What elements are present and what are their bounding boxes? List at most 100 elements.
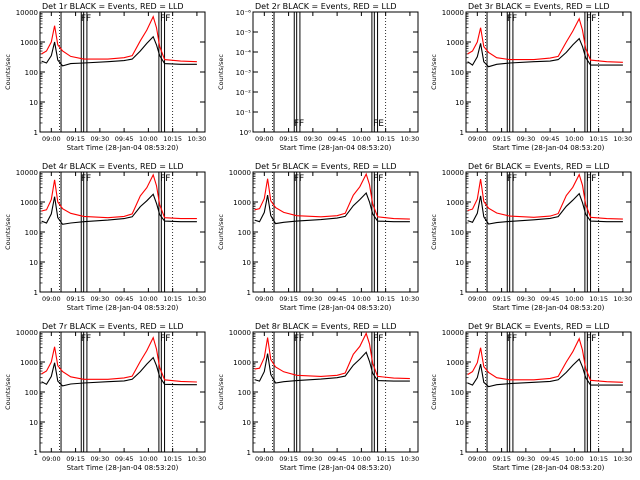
x-tick-label: 09:30 [90, 455, 109, 463]
x-tick-label: 09:30 [90, 295, 109, 303]
panel-title: Det 7r BLACK = Events, RED = LLD [42, 322, 184, 331]
x-tick-label: 09:30 [303, 295, 322, 303]
x-axis-label: Start Time (28-Jan-04 08:53:20) [493, 464, 605, 472]
y-tick-label: 100 [451, 389, 464, 397]
x-tick-label: 09:00 [255, 135, 274, 143]
y-tick-label: 10⁻⁴ [236, 49, 252, 57]
y-tick-label: 1 [247, 289, 251, 297]
lld-series-line [467, 173, 623, 220]
panel-title: Det 6r BLACK = Events, RED = LLD [468, 162, 610, 171]
x-tick-label: 09:00 [42, 135, 61, 143]
panel-title: Det 5r BLACK = Events, RED = LLD [255, 162, 397, 171]
y-tick-label: 1 [247, 449, 251, 457]
y-tick-label: 10⁻¹ [236, 109, 252, 117]
y-tick-label: 100 [238, 229, 251, 237]
y-axis-label: Counts/sec [217, 374, 225, 410]
x-tick-label: 09:15 [279, 135, 298, 143]
y-tick-label: 10 [455, 99, 464, 107]
lld-series-line [41, 336, 197, 383]
x-axis-label: Start Time (28-Jan-04 08:53:20) [67, 304, 179, 312]
panel-3: 1 10 100 1000 10000 09:00 09:15 09:30 09:45 10:00… [430, 2, 632, 152]
x-tick-label: 10:00 [352, 135, 371, 143]
panel-4: 1 10 100 1000 10000 09:00 09:15 09:30 09:45 10:00… [4, 162, 206, 312]
x-tick-label: 09:15 [279, 455, 298, 463]
y-axis-label: Counts/sec [4, 54, 12, 90]
panel-5: 1 10 100 1000 10000 09:00 09:15 09:30 09:45 10:00… [217, 162, 419, 312]
y-tick-label: 100 [25, 229, 38, 237]
events-series-line [254, 351, 410, 384]
x-tick-label: 10:30 [614, 455, 633, 463]
panel-2: 10⁻⁶ 10⁻⁵ 10⁻⁴ 10⁻³ 10⁻² 10⁻¹ 10⁰ 09:00 09:15 09:… [217, 2, 419, 152]
x-tick-label: 10:30 [401, 295, 420, 303]
y-tick-label: 10000 [229, 169, 251, 177]
x-tick-label: 10:30 [614, 135, 633, 143]
panel-9: 1 10 100 1000 10000 09:00 09:15 09:30 09:45 10:00… [430, 322, 632, 472]
y-tick-label: 1 [460, 449, 464, 457]
y-tick-label: 1 [34, 449, 38, 457]
y-tick-label: 10 [29, 99, 38, 107]
y-tick-label: 10 [242, 419, 251, 427]
y-tick-label: 10 [29, 419, 38, 427]
y-tick-label: 100 [238, 389, 251, 397]
x-tick-label: 09:00 [42, 295, 61, 303]
y-tick-label: 10 [242, 259, 251, 267]
panel-7: 1 10 100 1000 10000 09:00 09:15 09:30 09:45 10:00… [4, 322, 206, 472]
flag-label: FF [81, 334, 91, 344]
x-axis-label: Start Time (28-Jan-04 08:53:20) [67, 464, 179, 472]
x-tick-label: 10:15 [589, 295, 608, 303]
flag-label: FF [507, 174, 517, 184]
y-tick-label: 10 [29, 259, 38, 267]
x-tick-label: 09:00 [255, 295, 274, 303]
plot-frame [252, 11, 419, 133]
y-axis-label: Counts/sec [217, 54, 225, 90]
x-axis-label: Start Time (28-Jan-04 08:53:20) [280, 304, 392, 312]
x-tick-label: 09:45 [115, 295, 134, 303]
flag-label: FF [586, 174, 596, 184]
x-tick-label: 10:00 [565, 295, 584, 303]
y-tick-label: 1000 [20, 359, 38, 367]
y-tick-label: 10000 [16, 169, 38, 177]
y-tick-label: 1 [34, 129, 38, 137]
y-tick-label: 10⁻⁵ [236, 29, 252, 37]
x-axis-label: Start Time (28-Jan-04 08:53:20) [280, 464, 392, 472]
x-tick-label: 09:15 [66, 295, 85, 303]
flag-label: FF [586, 334, 596, 344]
x-axis-label: Start Time (28-Jan-04 08:53:20) [280, 144, 392, 152]
x-tick-label: 10:15 [163, 135, 182, 143]
plot-frame [39, 11, 206, 133]
x-tick-label: 09:00 [468, 135, 487, 143]
events-series-line [467, 37, 623, 68]
panel-8: 1 10 100 1000 10000 09:00 09:15 09:30 09:45 10:00… [217, 322, 419, 472]
x-tick-label: 09:00 [42, 455, 61, 463]
panel-title: Det 3r BLACK = Events, RED = LLD [468, 2, 610, 11]
y-tick-label: 100 [25, 389, 38, 397]
y-tick-label: 10000 [16, 329, 38, 337]
y-axis-label: Counts/sec [4, 214, 12, 250]
x-tick-label: 09:45 [541, 295, 560, 303]
x-tick-label: 10:30 [188, 135, 207, 143]
x-tick-label: 09:45 [328, 455, 347, 463]
y-tick-label: 1000 [446, 359, 464, 367]
y-tick-label: 1000 [446, 39, 464, 47]
events-series-line [41, 356, 197, 387]
x-tick-label: 10:30 [401, 135, 420, 143]
y-tick-label: 100 [451, 229, 464, 237]
panel-title: Det 1r BLACK = Events, RED = LLD [42, 2, 184, 11]
y-tick-label: 10000 [442, 9, 464, 17]
y-axis-label: Counts/sec [430, 214, 438, 250]
flag-label: FF [294, 119, 304, 129]
flag-label: FF [160, 14, 170, 24]
y-tick-label: 10 [455, 419, 464, 427]
y-tick-label: 1000 [20, 39, 38, 47]
plot-frame [465, 171, 632, 293]
y-axis-label: Counts/sec [430, 54, 438, 90]
y-axis-label: Counts/sec [217, 214, 225, 250]
y-tick-label: 10000 [442, 169, 464, 177]
y-tick-label: 1000 [233, 359, 251, 367]
plot-frame [465, 11, 632, 133]
x-axis-label: Start Time (28-Jan-04 08:53:20) [493, 144, 605, 152]
flag-label: FF [373, 334, 383, 344]
x-tick-label: 10:00 [139, 455, 158, 463]
lld-series-line [467, 337, 623, 383]
